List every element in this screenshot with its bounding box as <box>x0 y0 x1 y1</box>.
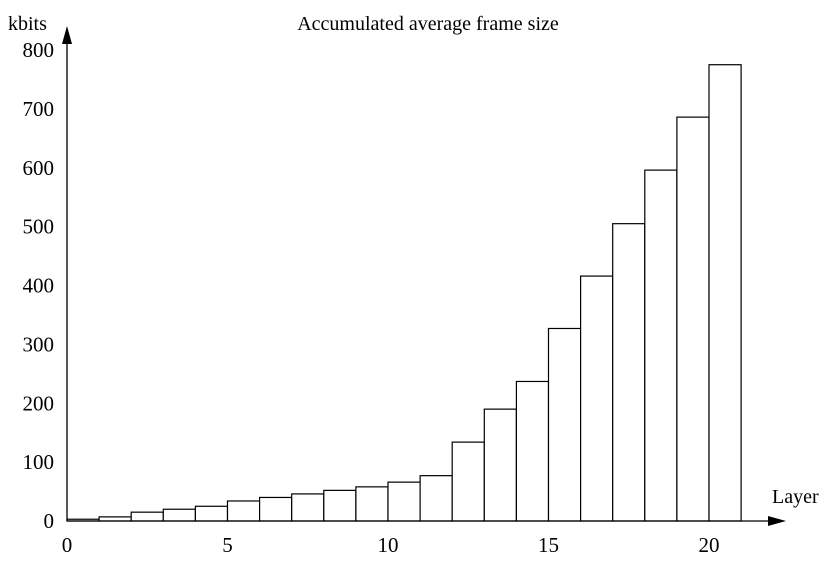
bar-layer-14 <box>515 380 550 522</box>
axes-group <box>62 26 786 526</box>
bar-layer-10 <box>387 481 421 522</box>
x-tick-label-5: 5 <box>222 533 233 557</box>
x-tick-label-20: 20 <box>699 533 720 557</box>
x-axis-arrow-icon <box>768 516 786 526</box>
bar-layer-15 <box>547 327 582 522</box>
x-axis-title: Layer <box>772 486 819 508</box>
bar-layer-9 <box>355 486 389 522</box>
bar-layer-20 <box>708 64 742 522</box>
bar-layer-6 <box>259 496 293 522</box>
y-tick-label-800: 800 <box>23 38 55 62</box>
bar-layer-18 <box>644 169 678 522</box>
bar-layer-7 <box>291 493 325 522</box>
y-tick-label-400: 400 <box>23 274 55 298</box>
bar-layer-17 <box>612 223 646 522</box>
bar-layer-5 <box>226 500 261 522</box>
bar-layer-16 <box>579 275 614 522</box>
bar-layer-12 <box>451 441 485 522</box>
bar-layer-2 <box>130 511 164 522</box>
bar-layer-19 <box>676 116 710 522</box>
x-tick-label-10: 10 <box>378 533 399 557</box>
bar-layer-4 <box>194 505 229 522</box>
chart-title: Accumulated average frame size <box>297 13 559 35</box>
y-tick-label-0: 0 <box>44 509 55 533</box>
bar-layer-13 <box>483 408 517 522</box>
bar-layer-11 <box>419 475 453 522</box>
y-tick-label-700: 700 <box>23 97 55 121</box>
bar-layer-8 <box>323 489 357 522</box>
bar-layer-3 <box>162 508 197 522</box>
x-tick-label-0: 0 <box>62 533 73 557</box>
y-tick-label-600: 600 <box>23 156 55 180</box>
y-tick-label-200: 200 <box>23 391 55 415</box>
y-tick-label-100: 100 <box>23 450 55 474</box>
tick-labels-group: 0 100 200 300 400 500 600 700 800 0 5 10 15 20 <box>23 38 720 557</box>
y-tick-label-300: 300 <box>23 332 55 356</box>
y-axis-title: kbits <box>8 13 47 35</box>
x-tick-label-15: 15 <box>538 533 559 557</box>
bars-group <box>66 64 742 522</box>
y-axis-arrow-icon <box>62 26 72 44</box>
y-tick-label-500: 500 <box>23 215 55 239</box>
